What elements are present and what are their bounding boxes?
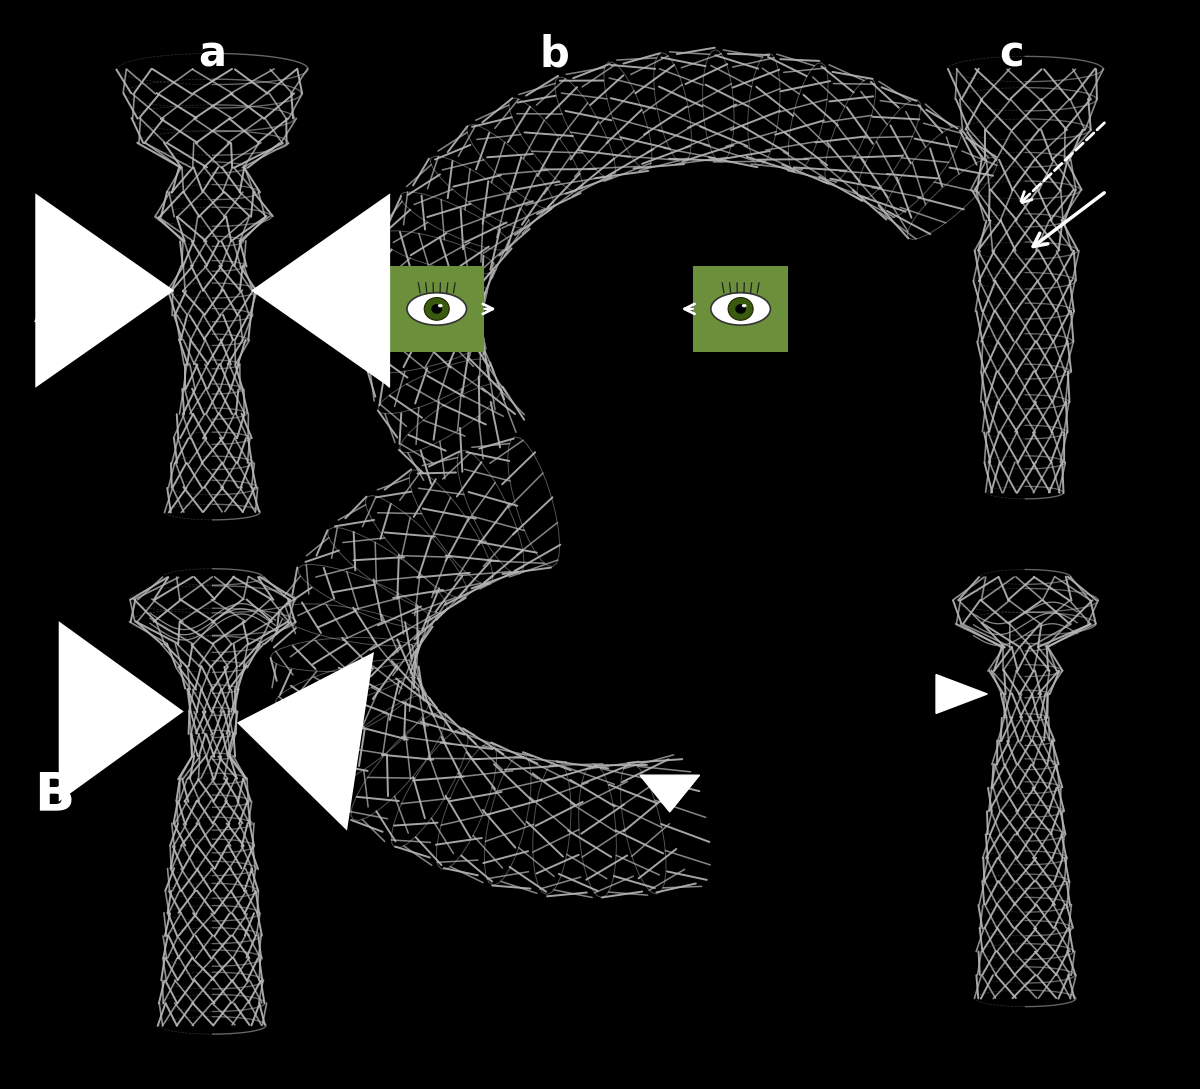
Ellipse shape (438, 304, 443, 307)
Polygon shape (640, 775, 700, 812)
Ellipse shape (710, 293, 770, 326)
Ellipse shape (431, 304, 442, 314)
Text: b: b (540, 34, 570, 75)
Text: a: a (199, 34, 227, 75)
FancyBboxPatch shape (692, 266, 788, 352)
Ellipse shape (425, 297, 449, 320)
Text: A: A (34, 281, 74, 333)
Ellipse shape (736, 304, 746, 314)
Ellipse shape (742, 304, 746, 307)
Polygon shape (936, 674, 988, 713)
Ellipse shape (407, 293, 467, 326)
FancyBboxPatch shape (389, 266, 485, 352)
Text: c: c (998, 34, 1024, 75)
Text: B: B (34, 769, 74, 821)
Ellipse shape (728, 297, 754, 320)
